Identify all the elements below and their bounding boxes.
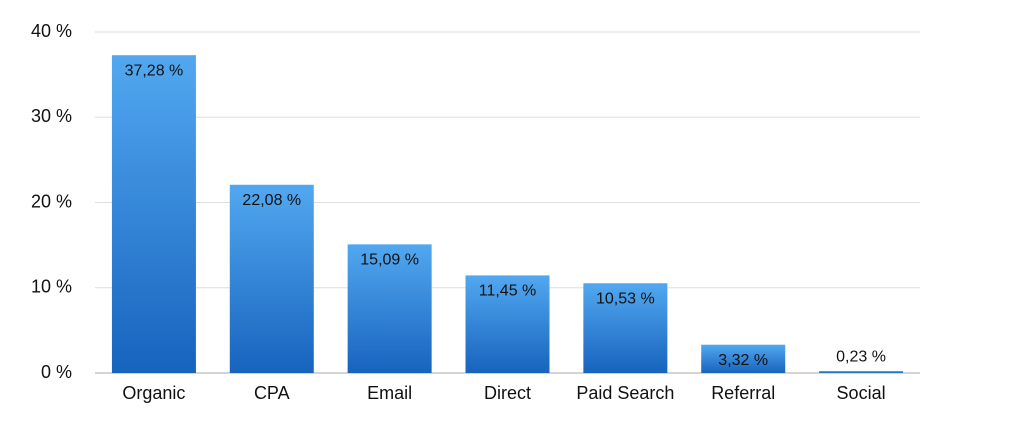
x-tick-label: Email bbox=[367, 383, 412, 403]
bar bbox=[229, 184, 314, 373]
x-tick-label: Social bbox=[837, 383, 886, 403]
value-label: 10,53 % bbox=[596, 290, 655, 307]
x-tick-label: Paid Search bbox=[576, 383, 674, 403]
x-tick-label: Organic bbox=[122, 383, 185, 403]
value-label: 3,32 % bbox=[718, 352, 768, 369]
bar bbox=[701, 344, 786, 373]
y-tick-label: 40 % bbox=[31, 21, 72, 41]
bar bbox=[111, 55, 196, 374]
value-label: 22,08 % bbox=[242, 192, 301, 209]
value-label: 37,28 % bbox=[125, 62, 184, 79]
value-label: 15,09 % bbox=[360, 252, 419, 269]
bar bbox=[819, 371, 904, 373]
x-tick-label: CPA bbox=[254, 383, 290, 403]
value-label: 11,45 % bbox=[479, 283, 537, 300]
bar bbox=[583, 283, 668, 373]
value-label: 0,23 % bbox=[836, 348, 886, 365]
bar bbox=[465, 275, 550, 373]
y-tick-label: 10 % bbox=[31, 277, 72, 297]
x-tick-label: Direct bbox=[484, 383, 531, 403]
y-tick-label: 0 % bbox=[41, 362, 72, 382]
y-tick-label: 20 % bbox=[31, 191, 72, 211]
bar bbox=[347, 244, 432, 373]
y-tick-label: 30 % bbox=[31, 106, 72, 126]
x-tick-label: Referral bbox=[711, 383, 775, 403]
